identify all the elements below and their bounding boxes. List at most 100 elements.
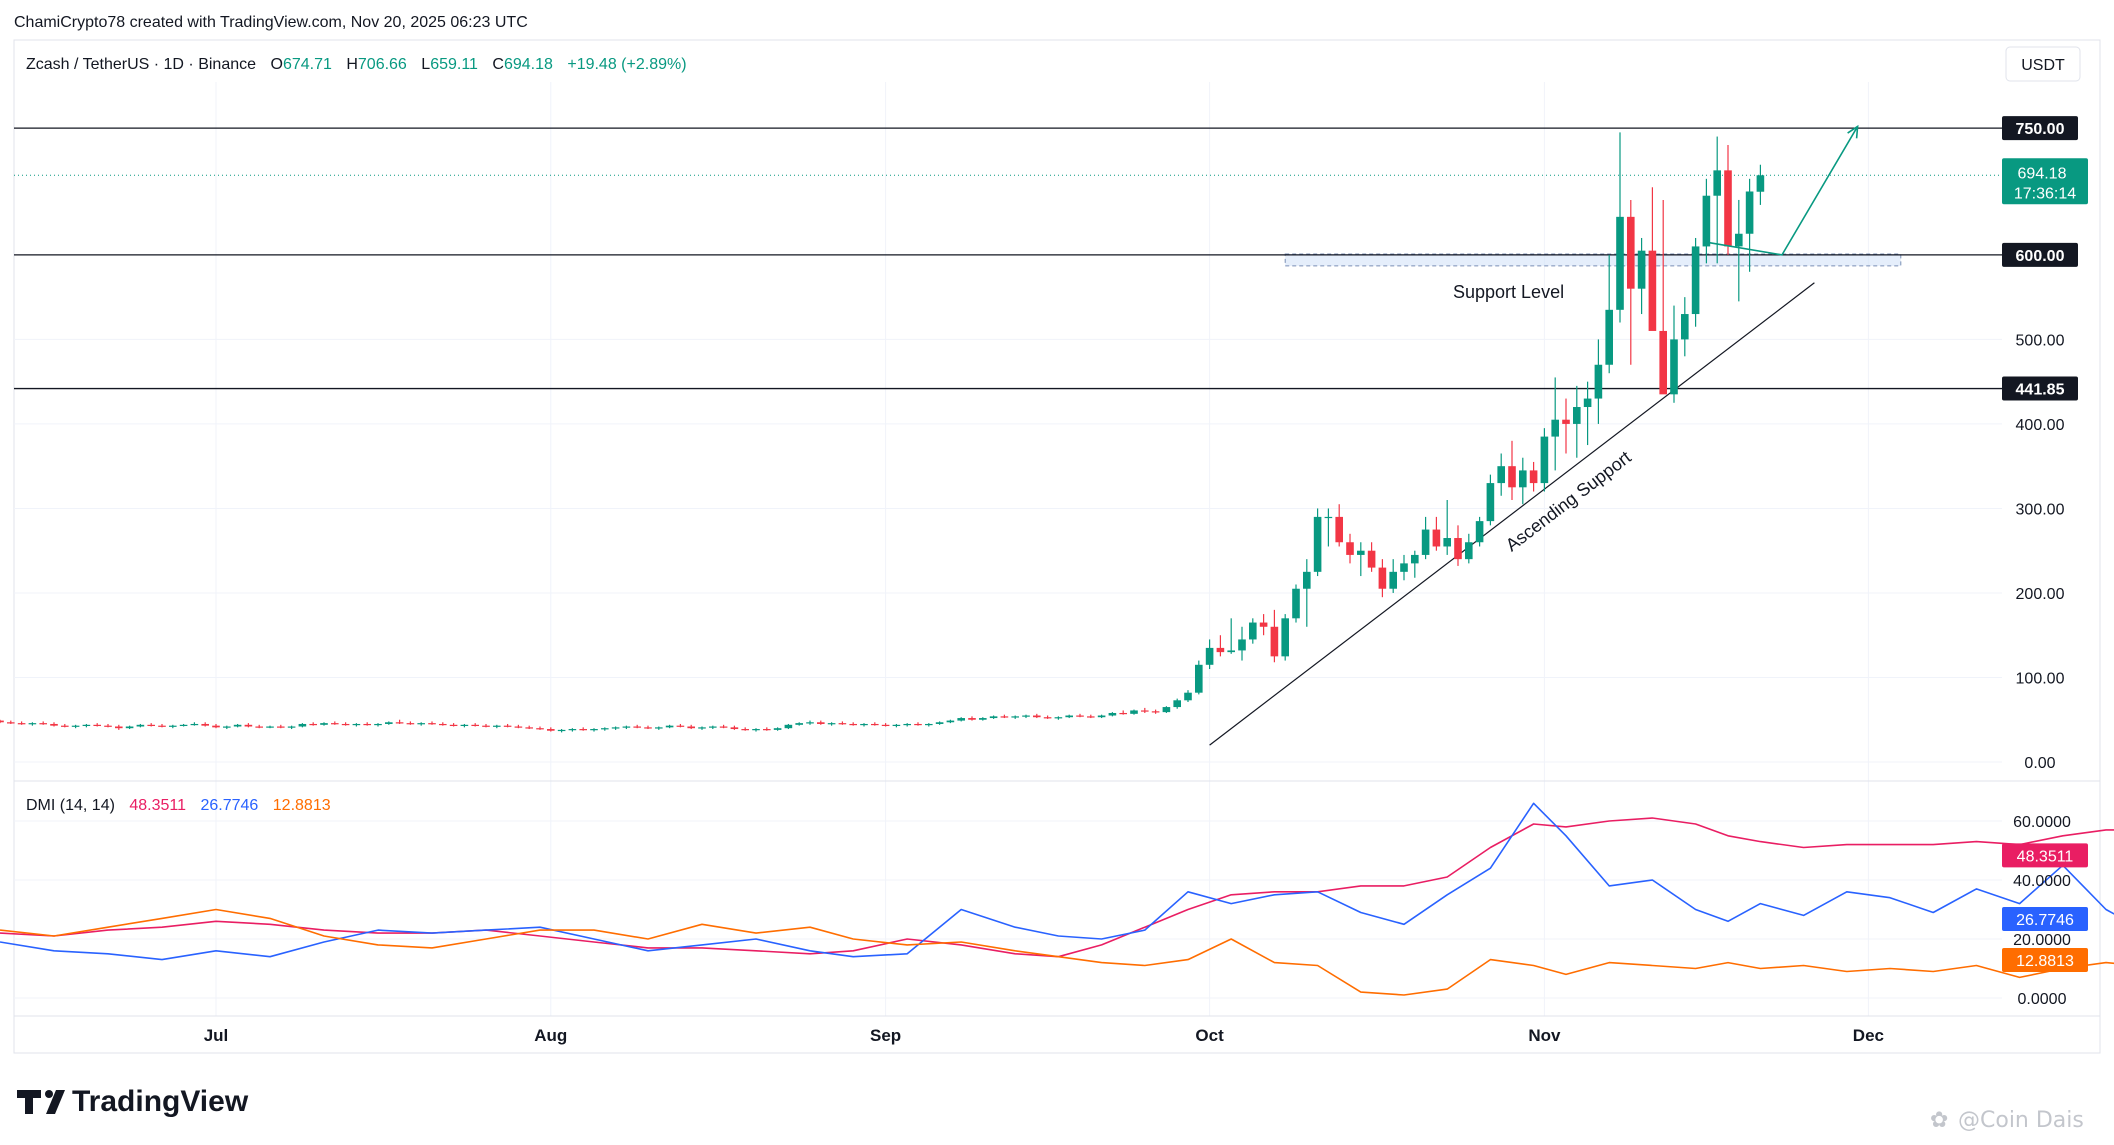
candle[interactable] (1659, 199, 1667, 395)
candle[interactable] (352, 723, 361, 727)
candle[interactable] (989, 715, 998, 719)
candle[interactable] (536, 726, 544, 730)
candle[interactable] (1087, 714, 1095, 719)
candle[interactable] (1691, 237, 1700, 327)
candle[interactable] (1151, 709, 1160, 714)
candle[interactable] (849, 722, 857, 726)
candle[interactable] (136, 723, 145, 728)
candle[interactable] (255, 724, 263, 729)
candle[interactable] (968, 716, 976, 721)
candle[interactable] (1411, 550, 1419, 578)
candle[interactable] (1551, 377, 1559, 471)
candle[interactable] (223, 725, 231, 730)
candle[interactable] (709, 725, 717, 730)
candle[interactable] (795, 722, 803, 726)
candle[interactable] (1281, 614, 1289, 661)
candle[interactable] (1130, 709, 1138, 715)
candle[interactable] (1605, 254, 1613, 374)
candle[interactable] (557, 729, 566, 733)
candle[interactable] (1216, 635, 1225, 657)
dmi-line-plusdi[interactable] (0, 802, 2114, 961)
candle[interactable] (611, 726, 620, 730)
candle[interactable] (719, 724, 728, 729)
candle[interactable] (1637, 237, 1646, 315)
candle[interactable] (309, 722, 317, 726)
candle[interactable] (871, 722, 879, 726)
candle[interactable] (233, 723, 242, 728)
candle[interactable] (439, 722, 447, 726)
candle[interactable] (1184, 690, 1192, 702)
candle[interactable] (0, 719, 4, 724)
candle[interactable] (395, 719, 404, 724)
candle[interactable] (244, 723, 253, 728)
candle[interactable] (1702, 178, 1711, 264)
time-axis[interactable]: Jul Aug Sep Oct Nov Dec (14, 1015, 2100, 1045)
candle[interactable] (579, 727, 587, 731)
candle[interactable] (1054, 716, 1063, 720)
candle[interactable] (1313, 508, 1322, 577)
candle[interactable] (503, 723, 512, 728)
candle[interactable] (1065, 714, 1073, 719)
candle[interactable] (417, 722, 425, 726)
candle[interactable] (277, 724, 285, 729)
candle[interactable] (28, 722, 37, 726)
candle[interactable] (1249, 618, 1257, 644)
candle[interactable] (514, 724, 523, 729)
candle[interactable] (1022, 714, 1030, 719)
currency-button[interactable]: USDT (2005, 46, 2081, 82)
candle[interactable] (460, 723, 469, 728)
candle[interactable] (1346, 533, 1354, 564)
candle[interactable] (320, 722, 328, 726)
candle[interactable] (1270, 609, 1279, 663)
candle[interactable] (1162, 706, 1171, 713)
candle[interactable] (741, 727, 749, 731)
candle[interactable] (622, 725, 631, 730)
candle[interactable] (169, 724, 177, 729)
candle[interactable] (1227, 618, 1235, 654)
candle[interactable] (82, 723, 91, 728)
candle[interactable] (428, 721, 436, 725)
candle[interactable] (1519, 457, 1527, 505)
candle[interactable] (838, 721, 847, 725)
candle[interactable] (763, 727, 771, 731)
candle[interactable] (773, 727, 782, 731)
candle[interactable] (1011, 715, 1019, 719)
candle[interactable] (935, 721, 944, 725)
price-axis[interactable]: 0.00 100.00 200.00 300.00 400.00 500.00 750.00… (2002, 116, 2088, 772)
candle[interactable] (1573, 385, 1581, 458)
candle[interactable] (1562, 398, 1570, 454)
dmi-axis[interactable]: 0.0000 20.0000 40.0000 60.0000 48.3511 26.774… (2002, 814, 2088, 1008)
candle[interactable] (115, 724, 123, 730)
candle[interactable] (1076, 713, 1084, 718)
candle[interactable] (1141, 707, 1149, 713)
candle[interactable] (601, 727, 609, 731)
candle[interactable] (698, 726, 706, 730)
candle[interactable] (860, 723, 868, 727)
candle[interactable] (1627, 199, 1635, 365)
candle[interactable] (1713, 136, 1721, 264)
candle[interactable] (1238, 626, 1246, 661)
candle[interactable] (525, 725, 533, 730)
candle[interactable] (493, 724, 501, 729)
candle[interactable] (590, 728, 598, 732)
candle[interactable] (1335, 504, 1343, 547)
candle[interactable] (1745, 178, 1754, 272)
candle[interactable] (1033, 713, 1041, 719)
candle[interactable] (925, 723, 933, 727)
candle[interactable] (482, 723, 490, 728)
candle[interactable] (7, 720, 15, 724)
candle[interactable] (547, 727, 555, 732)
candle[interactable] (568, 728, 577, 732)
candle[interactable] (687, 724, 695, 730)
candle[interactable] (676, 723, 685, 728)
candle[interactable] (71, 724, 80, 729)
candle[interactable] (179, 723, 188, 727)
candle[interactable] (1303, 559, 1311, 627)
candle[interactable] (158, 723, 166, 728)
candle[interactable] (633, 724, 641, 729)
candle[interactable] (1508, 440, 1516, 500)
candle[interactable] (1195, 660, 1203, 695)
candle[interactable] (1119, 710, 1127, 715)
candle[interactable] (730, 725, 739, 730)
candle[interactable] (644, 725, 652, 730)
